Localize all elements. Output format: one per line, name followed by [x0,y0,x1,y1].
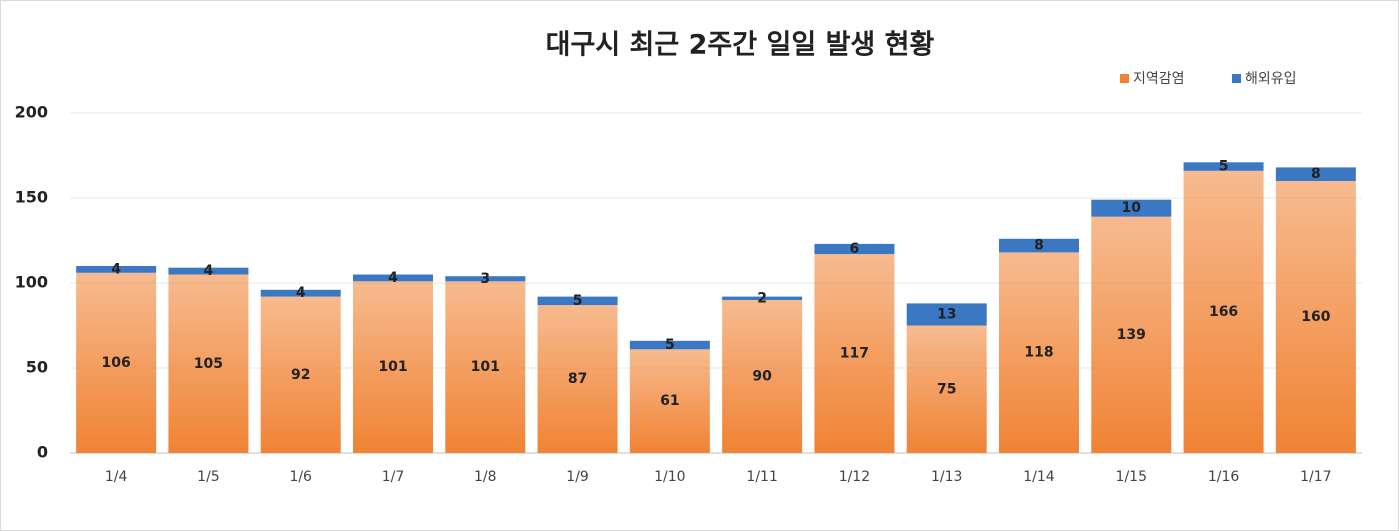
data-label: 4 [204,263,214,279]
x-tick-label: 1/9 [566,469,589,485]
x-tick-label: 1/15 [1116,469,1147,485]
data-label: 166 [1209,304,1238,320]
bar-segment [76,266,157,273]
bar-segment [1091,216,1172,453]
bar-segment [168,274,249,453]
bar-segment [629,340,710,350]
bar-segment [445,276,526,282]
bar-segment [260,296,341,453]
y-tick-label: 100 [15,273,48,292]
x-tick-label: 1/8 [474,469,497,485]
bar-segment [906,303,987,326]
bar-segment [1183,170,1264,454]
data-label: 160 [1301,309,1330,325]
data-label: 5 [573,293,583,309]
x-tick-label: 1/7 [382,469,405,485]
y-tick-label: 200 [15,103,48,122]
bar-segment [1091,199,1172,217]
data-label: 13 [937,306,956,322]
data-label: 5 [1219,159,1229,175]
x-tick-label: 1/13 [931,469,962,485]
data-label: 4 [388,270,398,286]
x-tick-label: 1/6 [289,469,312,485]
y-tick-label: 50 [26,358,48,377]
data-label: 4 [296,285,306,301]
data-label: 139 [1117,327,1146,343]
bar-segment [537,296,618,306]
bar-segment [906,325,987,453]
bar-segment [629,349,710,453]
bar-segment [1275,181,1356,453]
bar-segment [353,281,433,453]
data-label: 3 [480,271,490,287]
y-tick-label: 0 [37,443,48,462]
chart-title: 대구시 최근 2주간 일일 발생 현황 [546,30,935,61]
x-tick-label: 1/10 [654,469,685,485]
bar-segment [445,281,526,453]
legend-label: 해외유입 [1245,71,1297,87]
data-label: 8 [1034,238,1044,254]
data-label: 117 [840,346,869,362]
data-label: 105 [194,356,223,372]
x-tick-label: 1/11 [746,469,777,485]
data-label: 92 [291,367,310,383]
data-label: 2 [757,290,767,306]
data-label: 101 [378,359,407,375]
data-label: 8 [1311,166,1321,182]
bar-segment [260,289,341,297]
x-tick-label: 1/14 [1023,469,1055,485]
data-label: 101 [471,359,500,375]
legend-swatch [1120,74,1129,83]
data-label: 75 [937,381,956,397]
data-label: 106 [102,355,131,371]
x-tick-label: 1/4 [105,469,128,485]
data-label: 6 [850,241,860,257]
legend-swatch [1232,74,1241,83]
data-label: 5 [665,337,675,353]
x-tick-label: 1/12 [839,469,870,485]
data-label: 87 [568,371,587,387]
data-label: 61 [660,393,679,409]
bar-segment [814,254,895,453]
legend-label: 지역감염 [1133,71,1185,87]
bar-segment [168,267,249,275]
x-tick-label: 1/5 [197,469,220,485]
x-tick-label: 1/17 [1300,469,1331,485]
x-tick-label: 1/16 [1208,469,1240,485]
data-label: 10 [1122,200,1142,216]
bar-segment [353,274,433,282]
bar-segment [722,296,803,300]
bar-segment [1183,162,1264,171]
bar-segment [537,305,618,453]
data-label: 90 [752,369,772,385]
data-label: 118 [1024,345,1053,361]
y-tick-label: 150 [15,188,48,207]
bar-segment [722,300,803,453]
bar-segment [999,252,1079,453]
bar-segment [76,272,157,453]
bar-segment [999,238,1079,253]
bar-segment [1275,167,1356,181]
data-label: 4 [111,261,121,277]
bar-segment [814,243,895,255]
